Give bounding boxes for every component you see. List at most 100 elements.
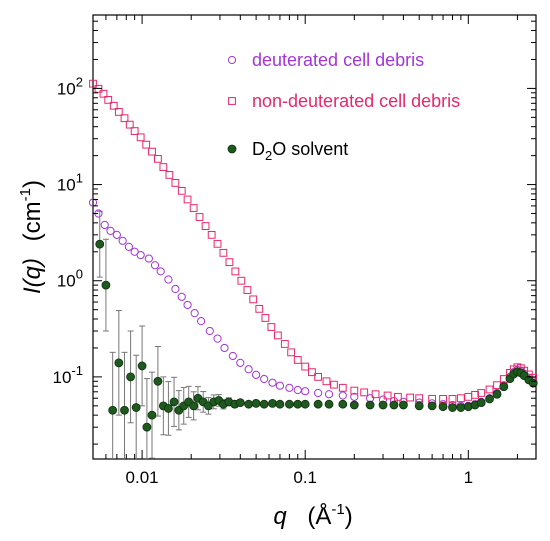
data-point: [99, 89, 108, 98]
data-point: [136, 133, 145, 142]
data-point: [144, 254, 153, 263]
data-point: [153, 376, 163, 386]
data-point: [112, 230, 121, 239]
data-point: [406, 393, 415, 402]
data-point: [125, 120, 134, 129]
data-point: [448, 395, 457, 403]
data-point: [165, 171, 174, 179]
data-point: [154, 154, 162, 163]
data-point: [201, 222, 210, 230]
data-point: [148, 147, 156, 156]
data-point: [383, 391, 392, 400]
data-point: [124, 242, 134, 251]
data-point: [120, 114, 129, 123]
data-point: [349, 400, 359, 410]
data-point: [101, 280, 111, 290]
data-point: [197, 317, 206, 326]
legend-label: non-deuterated cell debris: [252, 91, 460, 111]
data-point: [189, 204, 198, 212]
data-point: [255, 304, 264, 313]
data-point: [456, 403, 466, 412]
data-point: [324, 390, 334, 399]
legend-entry: deuterated cell debris: [227, 50, 424, 70]
data-point: [207, 230, 216, 239]
chart-marks: [88, 79, 538, 459]
data-point: [324, 399, 334, 409]
data-point: [427, 401, 437, 411]
data-point: [393, 392, 402, 401]
data-point: [477, 389, 486, 397]
legend: deuterated cell debris non-deuterated cel…: [227, 50, 460, 163]
data-point: [273, 331, 282, 340]
data-point: [131, 403, 141, 412]
data-point: [464, 392, 473, 401]
data-point: [378, 400, 388, 410]
data-point: [493, 381, 501, 390]
data-point: [485, 385, 494, 394]
data-point: [189, 401, 199, 411]
data-point: [243, 286, 252, 294]
data-point: [301, 362, 310, 371]
data-point: [492, 389, 502, 399]
data-point: [268, 399, 277, 408]
data-point: [237, 276, 246, 285]
data-point: [365, 400, 375, 410]
data-point: [195, 213, 204, 221]
data-point: [471, 390, 479, 399]
y-tick-label: 101: [57, 171, 83, 195]
data-point: [322, 377, 331, 386]
data-point: [338, 391, 347, 400]
x-tick-label: 1: [464, 468, 473, 487]
data-point: [338, 399, 348, 409]
y-tick-label: 10-1: [53, 363, 83, 387]
data-point: [251, 399, 261, 408]
y-tick-label: 102: [57, 74, 83, 98]
data-point: [267, 323, 276, 331]
data-point: [371, 390, 380, 399]
data-point: [120, 405, 129, 415]
data-point: [235, 398, 245, 408]
data-point: [104, 95, 113, 104]
data-point: [177, 292, 186, 301]
data-point: [183, 300, 192, 310]
data-point: [414, 401, 424, 411]
y-axis-label: I(q) (cm-1): [17, 180, 46, 294]
data-point: [147, 410, 157, 420]
data-point: [169, 397, 179, 407]
data-point: [261, 314, 270, 322]
data-point: [183, 195, 192, 204]
data-point: [314, 372, 323, 381]
data-point: [220, 343, 229, 353]
data-point: [95, 239, 105, 249]
data-point: [252, 370, 261, 379]
legend-marker: [227, 144, 237, 154]
series-2: [95, 239, 538, 432]
chart-axes: 0.01 0.1 1 10-1 100 101 102: [53, 15, 536, 487]
data-point: [244, 399, 254, 409]
data-point: [350, 392, 359, 401]
data-point: [314, 388, 323, 398]
data-point: [485, 394, 494, 404]
data-point: [287, 348, 296, 357]
data-point: [106, 226, 115, 235]
data-point: [142, 422, 152, 432]
legend-entry: non-deuterated cell debris: [228, 91, 460, 111]
data-point: [249, 295, 258, 304]
data-point: [244, 365, 253, 374]
x-axis-label: q (Å-1): [273, 501, 352, 530]
data-point: [213, 334, 222, 343]
data-point: [456, 394, 465, 403]
data-point: [108, 405, 118, 415]
data-point: [438, 402, 448, 412]
data-point: [159, 163, 168, 171]
data-point: [293, 385, 302, 395]
error-bar: [143, 378, 150, 459]
data-point: [150, 261, 160, 270]
data-point: [275, 381, 285, 390]
x-tick-label: 0.1: [293, 468, 317, 487]
error-bar: [121, 351, 128, 459]
data-point: [259, 399, 269, 409]
data-point: [228, 351, 237, 361]
legend-marker: [228, 97, 236, 105]
